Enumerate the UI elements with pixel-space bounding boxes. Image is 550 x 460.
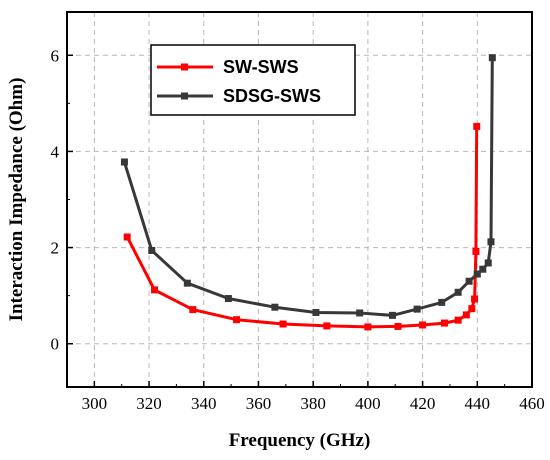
data-point <box>413 305 421 313</box>
y-tick-label: 0 <box>51 335 60 354</box>
legend-box <box>150 44 356 116</box>
data-point <box>468 305 476 313</box>
x-axis-title: Frequency (GHz) <box>229 430 371 451</box>
data-point <box>389 311 396 319</box>
data-point <box>465 277 473 285</box>
data-point <box>364 323 372 331</box>
series-line <box>125 126 479 329</box>
data-point <box>454 288 462 296</box>
data-point <box>484 259 492 267</box>
data-point <box>472 247 480 255</box>
x-tick-label: 320 <box>136 394 162 413</box>
data-point <box>323 322 331 330</box>
data-point <box>473 122 481 130</box>
data-point <box>479 265 487 273</box>
series-sw-sws <box>123 122 481 331</box>
legend-swatch-marker <box>181 92 188 100</box>
legend-swatch-marker <box>181 63 188 71</box>
x-tick-label: 380 <box>300 394 326 413</box>
series-sdsg-sws <box>120 54 496 319</box>
data-point <box>271 303 279 311</box>
data-point <box>487 238 495 246</box>
data-point <box>148 246 156 254</box>
data-point <box>312 308 320 316</box>
y-tick-label: 4 <box>51 142 60 161</box>
x-tick-label: 400 <box>355 394 381 413</box>
data-point <box>189 306 197 314</box>
x-tick-label: 340 <box>191 394 217 413</box>
data-point <box>224 295 232 303</box>
data-point <box>454 316 462 324</box>
x-tick-label: 300 <box>82 394 108 413</box>
legend: SW-SWS SDSG-SWS <box>150 44 356 116</box>
data-point <box>440 319 448 327</box>
legend-label: SW-SWS <box>223 57 299 77</box>
data-point <box>394 322 402 330</box>
y-axis-title: Interaction Impedance (Ohm) <box>6 78 27 322</box>
data-point <box>183 279 191 287</box>
y-tick-label: 2 <box>51 239 60 258</box>
data-point <box>356 309 364 317</box>
data-point <box>462 311 470 319</box>
data-point <box>123 233 131 241</box>
data-point <box>151 286 159 294</box>
data-point <box>488 54 496 62</box>
data-point <box>419 321 427 329</box>
grid <box>67 12 533 387</box>
series-layer <box>120 54 496 331</box>
x-tick-label: 460 <box>519 394 545 413</box>
axis-ticks: 300 320 340 360 380 400 420 440 460 0 2 4 6 <box>51 46 545 413</box>
x-tick-label: 360 <box>246 394 272 413</box>
data-point <box>279 320 287 328</box>
data-point <box>120 158 128 166</box>
y-tick-label: 6 <box>51 46 60 65</box>
data-point <box>473 270 481 278</box>
data-point <box>471 295 479 303</box>
legend-label: SDSG-SWS <box>223 86 321 106</box>
data-point <box>233 316 241 324</box>
x-tick-label: 440 <box>465 394 491 413</box>
data-point <box>438 298 446 306</box>
x-tick-label: 420 <box>410 394 436 413</box>
